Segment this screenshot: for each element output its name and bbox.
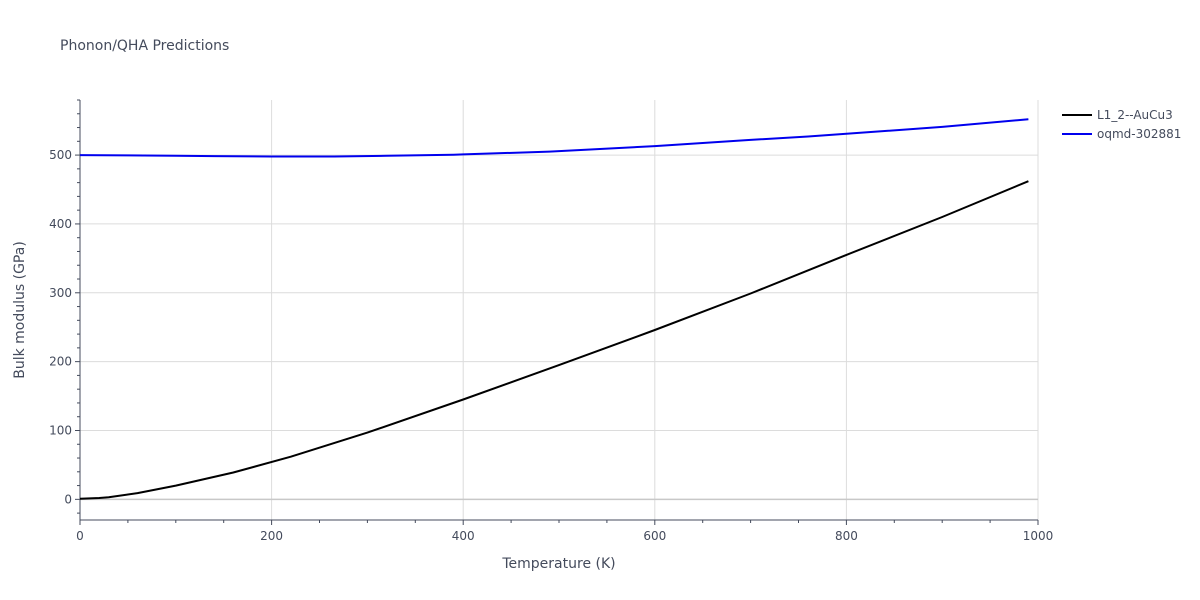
y-tick-label: 300 [49, 286, 72, 300]
x-axis-ticks: 0 200 400 600 800 1000 [76, 520, 1053, 543]
y-gridlines [80, 154, 1038, 501]
legend-item[interactable]: oqmd-302881 [1062, 127, 1181, 141]
legend-label: oqmd-302881 [1097, 127, 1181, 141]
series-line-1 [79, 180, 1029, 500]
y-tick-label: 200 [49, 355, 72, 369]
legend-item[interactable]: L1_2--AuCu3 [1062, 108, 1173, 122]
y-tick-label: 0 [64, 492, 72, 506]
y-axis-label: Bulk modulus (GPa) [12, 241, 28, 379]
y-tick-label: 500 [49, 148, 72, 162]
x-axis-label: Temperature (K) [501, 556, 615, 572]
x-tick-label: 400 [452, 529, 475, 543]
y-axis-ticks: 0 100 200 300 400 500 [49, 99, 80, 514]
y-tick-label: 400 [49, 217, 72, 231]
x-tick-label: 0 [76, 529, 84, 543]
x-tick-label: 800 [835, 529, 858, 543]
y-tick-label: 100 [49, 423, 72, 437]
series-lines [79, 118, 1029, 500]
legend-label: L1_2--AuCu3 [1097, 108, 1173, 122]
series-line-2 [79, 118, 1029, 158]
x-gridlines [271, 100, 1039, 520]
legend[interactable]: L1_2--AuCu3 oqmd-302881 [1062, 108, 1181, 141]
chart-title: Phonon/QHA Predictions [60, 38, 229, 54]
x-tick-label: 200 [260, 529, 283, 543]
x-tick-label: 600 [643, 529, 666, 543]
x-tick-label: 1000 [1023, 529, 1054, 543]
